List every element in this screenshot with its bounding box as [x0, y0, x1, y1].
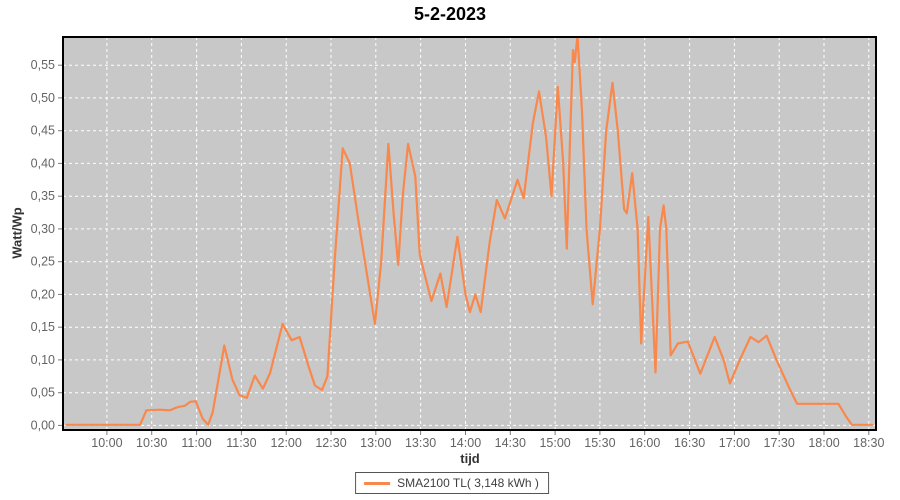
x-tick-label: 15:30: [584, 436, 615, 450]
x-tick-label: 17:30: [764, 436, 795, 450]
y-tick-label: 0,15: [31, 320, 55, 334]
legend-series-label: SMA2100 TL( 3,148 kWh ): [397, 476, 539, 490]
y-tick-label: 0,10: [31, 353, 55, 367]
x-tick-label: 18:00: [808, 436, 839, 450]
x-tick-label: 13:00: [360, 436, 391, 450]
x-tick-label: 11:30: [226, 436, 256, 450]
y-tick-label: 0,30: [31, 222, 55, 236]
x-tick-label: 11:00: [181, 436, 211, 450]
y-tick-label: 0,05: [31, 386, 55, 400]
y-tick-label: 0,40: [31, 156, 55, 170]
x-tick-label: 10:00: [91, 436, 122, 450]
chart-title: 5-2-2023: [413, 4, 487, 24]
x-tick-label: 12:30: [315, 436, 346, 450]
x-tick-label: 18:30: [853, 436, 884, 450]
legend: SMA2100 TL( 3,148 kWh ): [355, 472, 549, 494]
x-tick-label: 12:00: [271, 436, 302, 450]
x-tick-label: 13:30: [405, 436, 436, 450]
x-tick-label: 15:00: [539, 436, 570, 450]
x-tick-label: 16:30: [674, 436, 705, 450]
x-axis-label: tijd: [460, 451, 480, 466]
y-axis-label: Watt/Wp: [9, 207, 25, 259]
plot-border: [62, 36, 877, 431]
y-tick-label: 0,45: [31, 124, 55, 138]
y-tick-label: 0,55: [31, 58, 55, 72]
y-tick-label: 0,50: [31, 91, 55, 105]
y-tick-label: 0,25: [31, 255, 55, 269]
y-tick-label: 0,20: [31, 287, 55, 301]
x-tick-label: 17:00: [719, 436, 750, 450]
series-line: [65, 36, 874, 426]
y-tick-label: 0,00: [31, 418, 55, 432]
plot-area: [63, 37, 876, 430]
y-tick-label: 0,35: [31, 189, 55, 203]
x-tick-label: 16:00: [629, 436, 660, 450]
x-tick-label: 14:30: [495, 436, 526, 450]
legend-series-line-icon: [364, 481, 391, 485]
x-tick-label: 10:30: [136, 436, 167, 450]
x-tick-label: 14:00: [450, 436, 481, 450]
